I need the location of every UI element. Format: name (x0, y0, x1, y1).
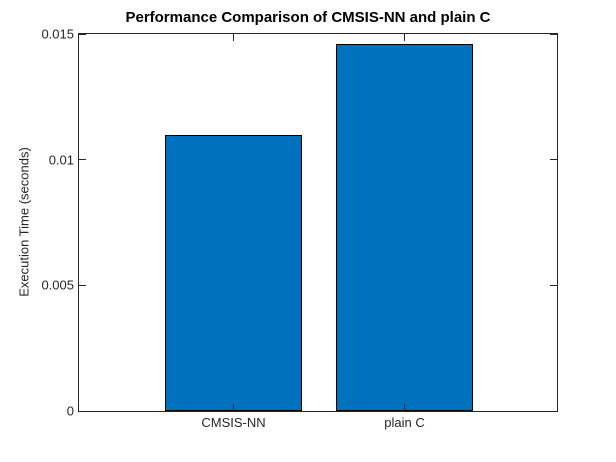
chart-title: Performance Comparison of CMSIS-NN and p… (125, 9, 491, 26)
y-tick-mark (550, 159, 557, 161)
x-tick-mark (404, 34, 405, 41)
y-tick-mark (550, 33, 557, 35)
x-tick-mark (404, 404, 405, 411)
y-tick-label: 0.005 (41, 277, 74, 293)
y-tick-mark (79, 33, 86, 35)
plot-area (78, 33, 558, 412)
bar-cmsis-nn (165, 134, 302, 411)
y-tick-mark (550, 410, 557, 412)
y-axis-label: Execution Time (seconds) (16, 147, 32, 297)
x-tick-mark (233, 404, 234, 411)
y-tick-label: 0 (66, 403, 74, 419)
x-tick-label-plain-c: plain C (384, 415, 425, 430)
y-tick-mark (550, 284, 557, 286)
bar-plain-c (336, 44, 473, 411)
y-tick-mark (79, 159, 86, 161)
y-tick-label: 0.01 (48, 152, 74, 168)
x-tick-label-cmsis-nn: CMSIS-NN (201, 415, 266, 430)
y-tick-mark (79, 284, 86, 286)
y-tick-label: 0.015 (41, 26, 74, 42)
x-tick-mark (233, 34, 234, 41)
y-tick-mark (79, 410, 86, 412)
